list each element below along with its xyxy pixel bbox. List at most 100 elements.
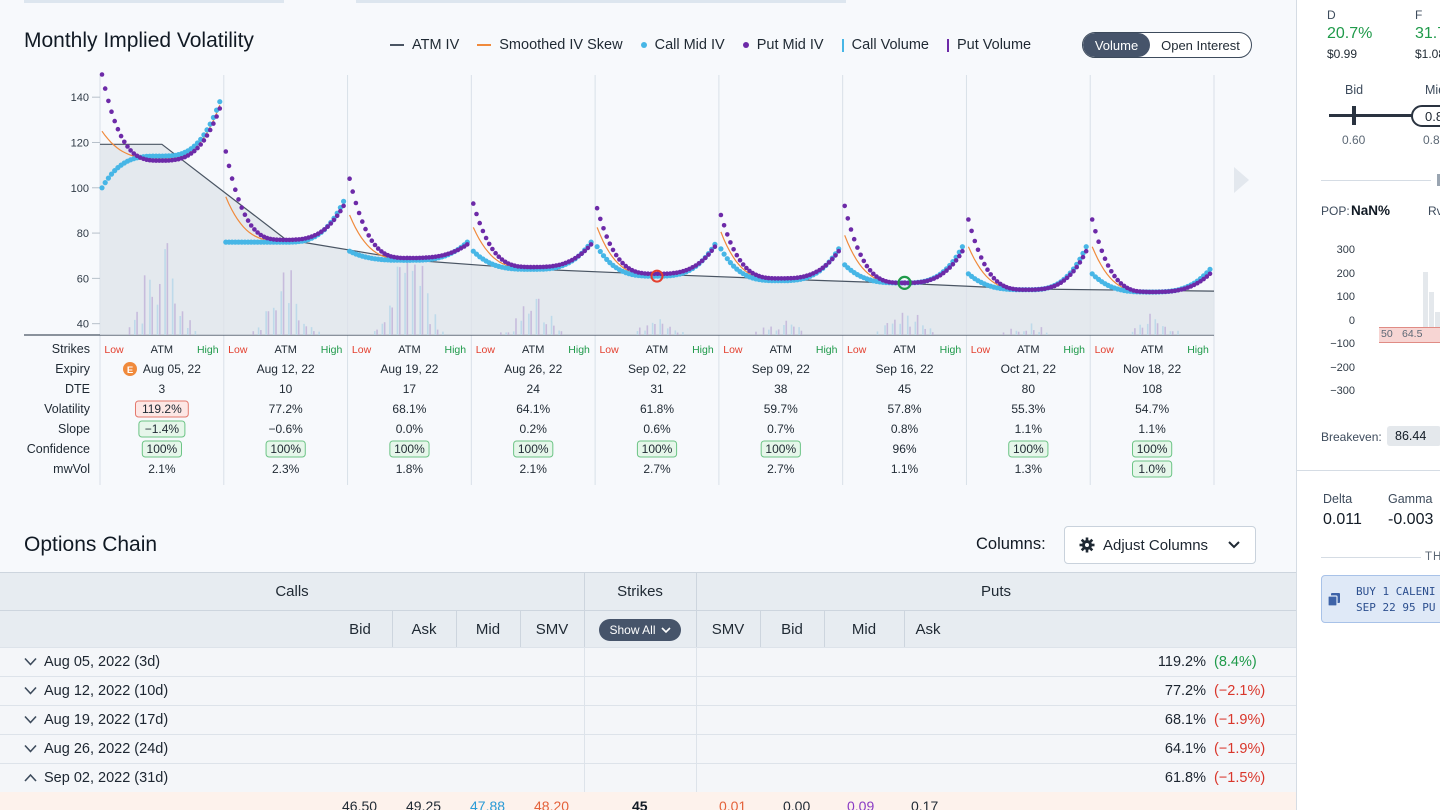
call-mid-value: 47.88 (470, 798, 506, 810)
top-scroll-strip (0, 0, 1296, 3)
legend-item-atm-iv[interactable]: ATM IV (390, 37, 459, 53)
call-mid-iv-point (341, 198, 347, 204)
order-summary-card[interactable]: BUY 1 CALENI SEP 22 95 PU (1321, 575, 1440, 623)
put-mid-iv-point (160, 158, 165, 163)
put-mid-iv-point (975, 247, 981, 253)
expiration-row[interactable]: Aug 05, 2022 (3d) 119.2% (8.4%) (0, 647, 1296, 676)
order-line-2: SEP 22 95 PU (1356, 601, 1436, 614)
volatility-highlight (134, 400, 189, 418)
expiration-iv-change: (−1.5%) (1214, 770, 1266, 786)
dte-value: 17 (403, 382, 417, 396)
put-mid-iv-point (988, 272, 993, 277)
volatility-value: 61.8% (640, 402, 674, 416)
call-ask-header[interactable]: Ask (411, 620, 437, 638)
adjust-columns-button[interactable]: Adjust Columns (1064, 526, 1256, 564)
put-mid-iv-point (277, 237, 283, 243)
show-all-strikes-button[interactable]: Show All (599, 619, 681, 641)
put-mid-iv-point (499, 257, 505, 262)
gear-icon (1079, 537, 1095, 553)
chevron-down-icon[interactable] (24, 657, 37, 666)
put-bid-header[interactable]: Bid (781, 620, 803, 638)
atm-marker-red[interactable] (650, 269, 664, 283)
call-bid-header[interactable]: Bid (349, 620, 371, 638)
legend-swatch (640, 42, 647, 48)
confidence-value: 100% (147, 442, 178, 456)
chevron-down-icon[interactable] (24, 744, 37, 753)
chevron-down-icon[interactable] (24, 686, 37, 695)
strike-high-label: High (197, 344, 219, 356)
put-mid-iv-point (607, 241, 613, 246)
expiration-label: Aug 12, 2022 (10d) (44, 683, 169, 699)
chart-next-arrow-icon[interactable] (1231, 165, 1251, 195)
pnl-bar (1423, 272, 1428, 327)
put-mid-iv-point (728, 240, 733, 245)
dte-value: 10 (279, 382, 293, 396)
chain-header-groups: Calls Strikes Puts (0, 572, 1296, 610)
put-mid-iv-point (1112, 273, 1117, 279)
put-mid-iv-point (871, 271, 876, 277)
expiration-row[interactable]: Sep 02, 2022 (31d) 61.8% (−1.5%) (0, 763, 1296, 792)
put-mid-iv-point (369, 238, 375, 243)
put-mid-iv-point (1093, 229, 1098, 234)
put-mid-iv-point (960, 248, 965, 254)
dte-value: 80 (1022, 382, 1036, 396)
expiration-row[interactable]: Aug 19, 2022 (17d) 68.1% (−1.9%) (0, 705, 1296, 734)
side-divider (1297, 470, 1440, 471)
put-smv-value: 0.01 (719, 798, 747, 810)
option-strike-row[interactable]: 46.50 49.25 47.88 48.20 45 0.01 0.00 0.0… (0, 792, 1296, 810)
mwvol-value: 2.7% (643, 462, 671, 476)
slope-highlight (138, 420, 186, 438)
call-smv-header[interactable]: SMV (535, 620, 569, 638)
expiration-iv-change: (−1.9%) (1214, 712, 1266, 728)
delta-value: 0.011 (1323, 511, 1362, 528)
put-mid-iv-point (319, 229, 324, 234)
section-label: TH (1425, 551, 1440, 563)
legend-item-smoothed-iv-skew[interactable]: Smoothed IV Skew (477, 37, 623, 53)
strike-atm-label: ATM (646, 344, 668, 356)
call-mid-iv-point (1207, 266, 1213, 272)
put-mid-iv-point (836, 248, 841, 254)
strike-low-label: Low (104, 344, 124, 356)
put-smv-header[interactable]: SMV (711, 620, 745, 638)
legend-item-put-volume[interactable]: Put Volume (946, 37, 1031, 53)
side-divider-marker (1437, 174, 1440, 186)
side-d-price: $0.99 (1327, 47, 1358, 61)
put-mid-iv-point (725, 232, 730, 237)
price-slider-handle[interactable] (1352, 106, 1356, 125)
legend-item-put-mid-iv[interactable]: Put Mid IV (742, 37, 824, 53)
put-mid-iv-point (1144, 289, 1149, 295)
put-mid-iv-point (217, 106, 223, 111)
chevron-up-icon[interactable] (24, 773, 37, 782)
put-mid-iv-point (331, 217, 337, 223)
call-mid-header[interactable]: Mid (475, 620, 501, 638)
expiration-row[interactable]: Aug 26, 2022 (24d) 64.1% (−1.9%) (0, 734, 1296, 763)
confidence-value: 100% (765, 442, 796, 456)
options-chain-title: Options Chain (24, 533, 158, 556)
put-mid-iv-point (398, 255, 403, 261)
put-ask-header[interactable]: Ask (915, 620, 941, 638)
put-mid-iv-point (718, 212, 724, 218)
put-mid-iv-point (477, 220, 483, 226)
legend-item-call-mid-iv[interactable]: Call Mid IV (640, 37, 725, 53)
put-mid-iv-point (712, 244, 718, 249)
confidence-value: 100% (394, 442, 425, 456)
put-mid-iv-point (245, 218, 251, 223)
put-mid-iv-point (620, 260, 625, 266)
toggle-open-interest-option[interactable]: Open Interest (1161, 37, 1240, 53)
strike-low-label: Low (971, 344, 991, 356)
trade-side-panel: D 20.7% $0.99 F 31.7 $1.08 Bid Mid 0.8 0… (1296, 0, 1440, 810)
legend-item-call-volume[interactable]: Call Volume (841, 37, 929, 53)
row-label-dte: DTE (65, 382, 90, 396)
put-mid-header[interactable]: Mid (851, 620, 877, 638)
strike-high-label: High (321, 344, 343, 356)
chevron-down-icon[interactable] (24, 715, 37, 724)
expiration-row[interactable]: Aug 12, 2022 (10d) 77.2% (−2.1%) (0, 676, 1296, 705)
put-mid-iv-point (356, 210, 362, 216)
price-slider-track[interactable] (1329, 114, 1419, 117)
toggle-volume-option[interactable]: Volume (1083, 33, 1150, 57)
put-mid-iv-point (99, 72, 105, 77)
mid-price-input[interactable]: 0.8 (1411, 105, 1440, 127)
put-mid-iv-point (201, 138, 207, 143)
adjust-columns-label: Adjust Columns (1103, 536, 1209, 554)
atm-marker-green[interactable] (897, 275, 912, 291)
